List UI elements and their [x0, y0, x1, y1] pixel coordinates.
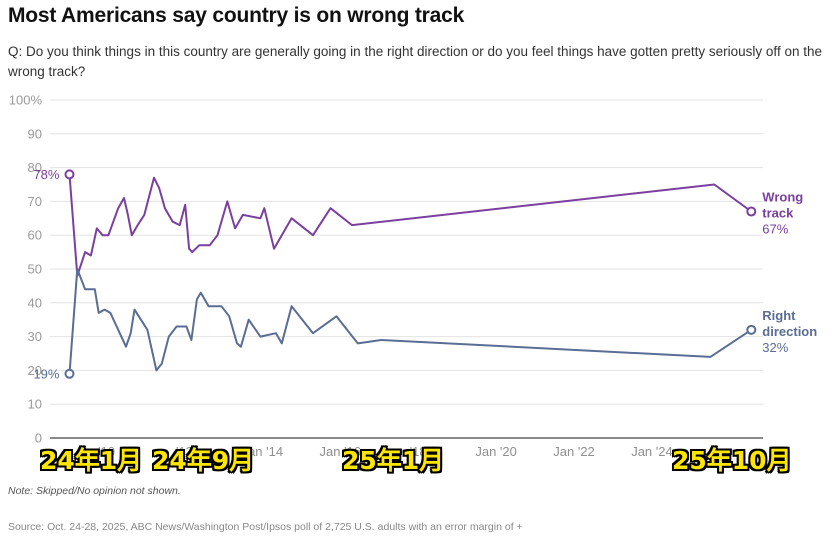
y-tick-label: 20: [28, 363, 42, 378]
survey-question: Q: Do you think things in this country a…: [8, 44, 822, 79]
x-tick-label: Jan '24: [631, 444, 673, 459]
series-label-wrong-track: track: [762, 206, 794, 221]
y-tick-label: 70: [28, 194, 42, 209]
series-label-right-direction: Right: [762, 308, 796, 323]
y-tick-label: 50: [28, 262, 42, 277]
end-value-label-right-direction: 32%: [762, 340, 788, 355]
y-axis-ticks: 0 10 20 30 40 50 60 70 80 90 100%: [9, 93, 43, 446]
start-value-label-right-direction: 19%: [33, 366, 59, 381]
start-point-right-direction: [64, 368, 75, 379]
end-value-label-wrong-track: 67%: [762, 222, 788, 237]
end-point-wrong-track: [746, 206, 757, 217]
x-tick-label: Jan '20: [475, 444, 517, 459]
y-tick-label: 80: [28, 160, 42, 175]
x-axis-ticks: '10 '12 Jan '14 Jan '16 '18 Jan '20 Jan '22 Jan…: [98, 444, 673, 459]
chart-note: Note: Skipped/No opinion not shown.: [8, 485, 181, 497]
y-tick-label: 40: [28, 295, 42, 310]
y-tick-label: 30: [28, 329, 42, 344]
series-label-wrong-track: Wrong: [762, 190, 803, 205]
x-tick-label: Jan '22: [553, 444, 595, 459]
series-line-wrong-track: [68, 173, 753, 277]
chart-source: Source: Oct. 24-28, 2025, ABC News/Washi…: [8, 521, 523, 533]
x-tick-label: '10: [98, 444, 115, 459]
overlay-label-sep-2024: 24年9月: [152, 446, 255, 475]
y-tick-label: 0: [35, 431, 42, 446]
x-tick-label: '12: [176, 444, 193, 459]
y-tick-label: 10: [28, 397, 42, 412]
x-tick-label: Jan '14: [242, 444, 284, 459]
series-lines: [64, 169, 757, 379]
overlay-label-jan-2025: 25年1月: [342, 446, 445, 475]
y-tick-label: 100%: [9, 93, 43, 108]
overlay-label-jan-2024: 24年1月: [40, 446, 143, 475]
x-tick-label: Jan '16: [320, 444, 362, 459]
overlay-label-oct-2025: 25年10月: [672, 446, 792, 475]
start-value-label-wrong-track: 78%: [33, 167, 59, 182]
y-tick-label: 90: [28, 126, 42, 141]
x-tick-label: '18: [410, 444, 427, 459]
start-point-wrong-track: [64, 169, 75, 180]
y-tick-label: 60: [28, 228, 42, 243]
series-label-right-direction: direction: [762, 324, 817, 339]
grid-lines: [50, 99, 763, 439]
chart-title: Most Americans say country is on wrong t…: [8, 4, 465, 27]
end-point-right-direction: [746, 324, 757, 335]
series-line-right-direction: [68, 268, 753, 375]
